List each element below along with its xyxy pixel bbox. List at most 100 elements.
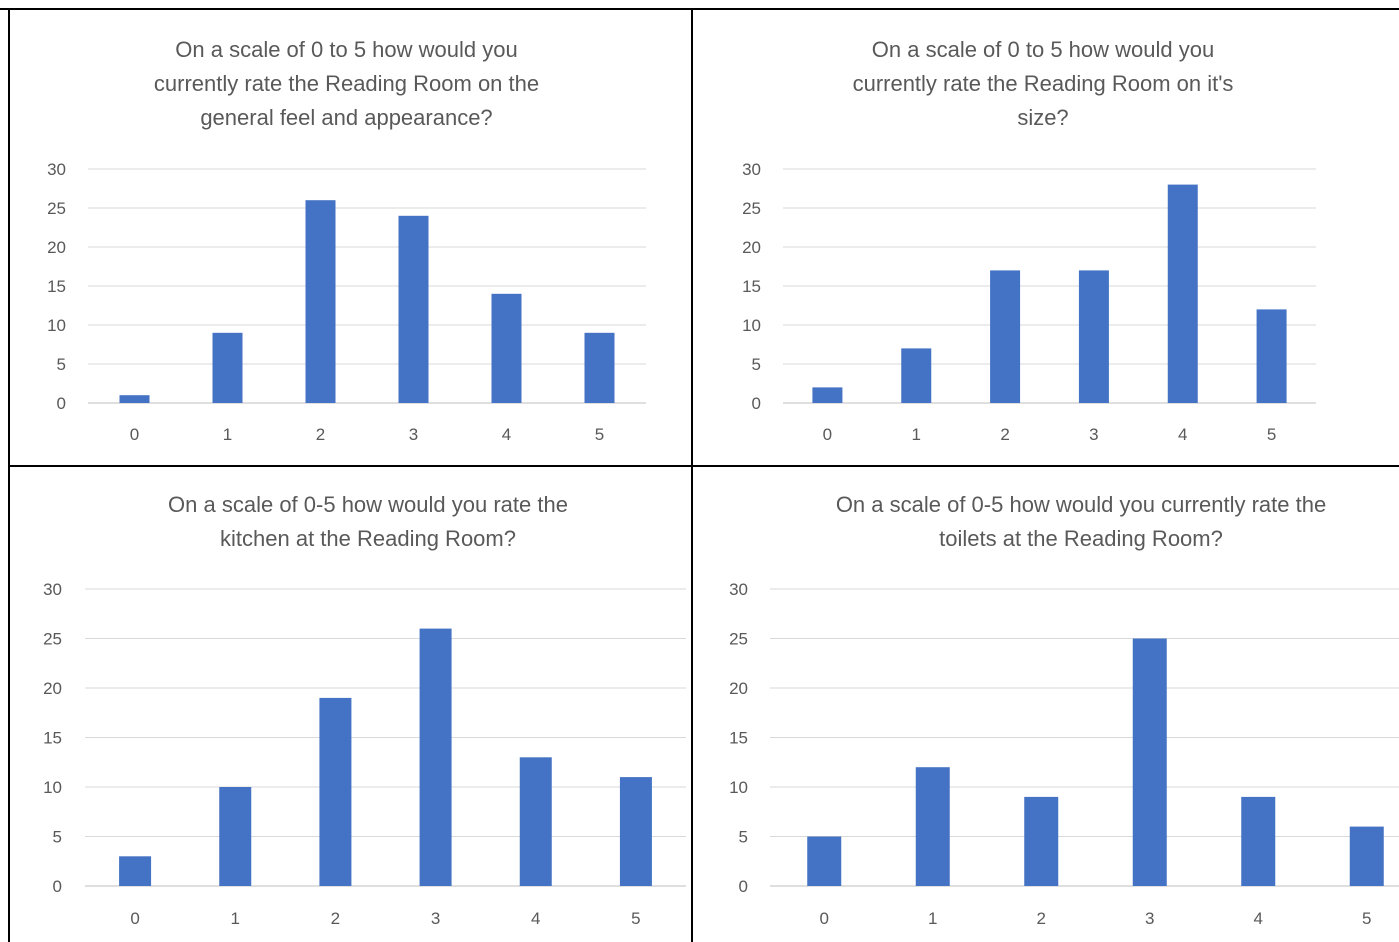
y-tick-label: 30 xyxy=(47,160,66,179)
bar-3 xyxy=(1132,638,1167,886)
y-tick-label: 25 xyxy=(47,199,66,218)
x-tick-label: 0 xyxy=(823,425,832,444)
chart-title-line: currently rate the Reading Room on the xyxy=(153,71,540,96)
chart-title: On a scale of 0 to 5 how would you curre… xyxy=(693,33,1393,135)
chart-title-line: size? xyxy=(1017,105,1069,130)
x-tick-label: 2 xyxy=(316,425,325,444)
bar-4 xyxy=(519,757,552,886)
y-tick-label: 10 xyxy=(729,778,748,797)
table-border-top xyxy=(0,8,1399,10)
chart-panel-general-feel: On a scale of 0 to 5 how would you curre… xyxy=(0,0,693,466)
chart-title: On a scale of 0-5 how would you rate the… xyxy=(20,488,693,556)
bar-2 xyxy=(1024,796,1059,886)
chart-title: On a scale of 0 to 5 how would you curre… xyxy=(20,33,673,135)
bar-1 xyxy=(219,787,252,886)
bar-2 xyxy=(305,200,336,403)
x-tick-label: 5 xyxy=(631,909,640,928)
y-tick-label: 5 xyxy=(57,355,66,374)
y-tick-label: 25 xyxy=(729,630,748,649)
bar-1 xyxy=(901,348,932,403)
y-tick-label: 5 xyxy=(739,828,748,847)
x-tick-label: 1 xyxy=(231,909,240,928)
y-tick-label: 0 xyxy=(739,877,748,896)
chart-title-line: On a scale of 0 to 5 how would you xyxy=(175,37,518,62)
x-tick-label: 0 xyxy=(130,425,139,444)
bar-2 xyxy=(990,270,1021,403)
y-tick-label: 5 xyxy=(752,355,761,374)
y-tick-label: 20 xyxy=(47,238,66,257)
x-tick-label: 1 xyxy=(223,425,232,444)
x-tick-label: 3 xyxy=(1089,425,1098,444)
x-tick-label: 5 xyxy=(1267,425,1276,444)
chart-title-line: general feel and appearance? xyxy=(200,105,493,130)
x-tick-label: 4 xyxy=(1178,425,1187,444)
x-tick-label: 2 xyxy=(331,909,340,928)
x-tick-label: 2 xyxy=(1037,909,1046,928)
chart-title-line: toilets at the Reading Room? xyxy=(939,526,1223,551)
y-tick-label: 30 xyxy=(742,160,761,179)
y-tick-label: 15 xyxy=(729,729,748,748)
chart-title-line: currently rate the Reading Room on it's xyxy=(852,71,1234,96)
chart-title-line: On a scale of 0-5 how would you currentl… xyxy=(835,492,1327,517)
x-tick-label: 4 xyxy=(531,909,540,928)
x-tick-label: 4 xyxy=(1254,909,1263,928)
x-tick-label: 3 xyxy=(431,909,440,928)
table-divider-horizontal xyxy=(8,465,1399,467)
y-tick-label: 5 xyxy=(53,828,62,847)
chart-panel-toilets: On a scale of 0-5 how would you currentl… xyxy=(693,466,1399,942)
y-tick-label: 20 xyxy=(43,679,62,698)
x-tick-label: 3 xyxy=(1145,909,1154,928)
y-tick-label: 10 xyxy=(47,316,66,335)
x-tick-label: 1 xyxy=(928,909,937,928)
bar-5 xyxy=(619,777,652,886)
y-tick-label: 30 xyxy=(729,580,748,599)
y-tick-label: 20 xyxy=(729,679,748,698)
bar-5 xyxy=(1349,826,1384,886)
bar-1 xyxy=(915,767,950,886)
bar-0 xyxy=(812,387,843,403)
bar-3 xyxy=(398,215,429,403)
x-tick-label: 2 xyxy=(1000,425,1009,444)
bar-2 xyxy=(319,697,352,886)
bar-chart: 0 5 10 15 20 25 30 0 1 2 3 4 5 xyxy=(729,580,1399,928)
y-tick-label: 15 xyxy=(742,277,761,296)
y-tick-label: 10 xyxy=(742,316,761,335)
y-tick-label: 25 xyxy=(742,199,761,218)
chart-title: On a scale of 0-5 how would you currentl… xyxy=(693,488,1399,556)
y-tick-label: 10 xyxy=(43,778,62,797)
y-tick-label: 0 xyxy=(752,394,761,413)
y-tick-label: 30 xyxy=(43,580,62,599)
x-tick-label: 0 xyxy=(130,909,139,928)
chart-title-line: On a scale of 0-5 how would you rate the xyxy=(168,492,568,517)
bar-0 xyxy=(119,395,150,403)
x-tick-label: 5 xyxy=(1362,909,1371,928)
bar-4 xyxy=(491,293,522,403)
bar-chart: 0 5 10 15 20 25 30 0 1 2 3 4 5 xyxy=(742,160,1316,444)
bar-5 xyxy=(1256,309,1287,403)
x-tick-label: 1 xyxy=(912,425,921,444)
table-border-left xyxy=(8,8,10,942)
bar-3 xyxy=(419,628,452,886)
x-tick-label: 0 xyxy=(820,909,829,928)
bar-4 xyxy=(1167,184,1198,403)
bar-0 xyxy=(807,836,842,886)
bar-0 xyxy=(119,856,152,886)
chart-panel-size: On a scale of 0 to 5 how would you curre… xyxy=(693,0,1399,466)
y-tick-label: 25 xyxy=(43,630,62,649)
bar-1 xyxy=(212,332,243,403)
chart-panel-kitchen: On a scale of 0-5 how would you rate the… xyxy=(0,466,693,942)
chart-title-line: On a scale of 0 to 5 how would you xyxy=(871,37,1215,62)
bar-4 xyxy=(1241,796,1276,886)
bar-chart: 0 5 10 15 20 25 30 0 1 2 3 4 5 xyxy=(47,160,646,444)
bar-5 xyxy=(584,332,615,403)
y-tick-label: 0 xyxy=(57,394,66,413)
bar-chart: 0 5 10 15 20 25 30 0 1 2 3 4 5 xyxy=(43,580,686,928)
table-divider-vertical xyxy=(691,8,693,942)
x-tick-label: 4 xyxy=(502,425,511,444)
y-tick-label: 15 xyxy=(47,277,66,296)
y-tick-label: 20 xyxy=(742,238,761,257)
y-tick-label: 0 xyxy=(53,877,62,896)
x-tick-label: 5 xyxy=(595,425,604,444)
x-tick-label: 3 xyxy=(409,425,418,444)
y-tick-label: 15 xyxy=(43,729,62,748)
